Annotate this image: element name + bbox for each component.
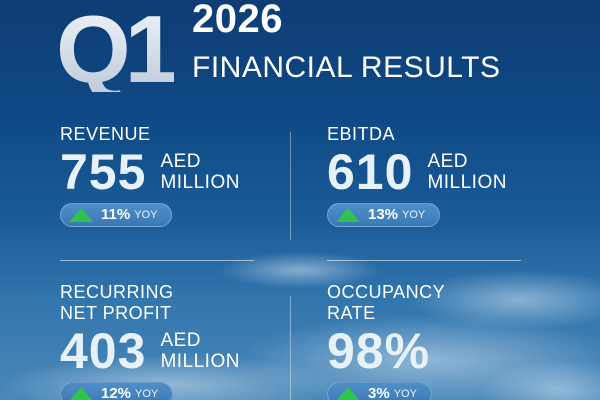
change-percent: 12%	[101, 385, 132, 400]
divider	[327, 260, 521, 261]
metric-recurring-net-profit: RECURRING NET PROFIT 403 AED MILLION 12%…	[60, 282, 240, 400]
up-arrow-icon	[336, 387, 360, 400]
change-suffix: YOY	[135, 388, 159, 400]
up-arrow-icon	[69, 387, 93, 400]
metric-value: 610	[327, 144, 414, 200]
metric-occupancy-rate: OCCUPANCY RATE 98% 3% YOY	[327, 282, 445, 400]
metric-unit: AED MILLION	[160, 151, 240, 193]
divider	[60, 260, 254, 261]
change-percent: 3%	[368, 385, 390, 400]
logo-text: Q1	[56, 2, 174, 92]
up-arrow-icon	[336, 208, 360, 222]
metric-value: 98%	[327, 323, 431, 379]
metric-value: 403	[60, 323, 147, 379]
metric-label: REVENUE	[60, 124, 151, 144]
metric-unit: AED MILLION	[427, 151, 507, 193]
yoy-change-badge: 3% YOY	[327, 382, 432, 400]
change-suffix: YOY	[134, 209, 158, 221]
metric-ebitda: EBITDA 610 AED MILLION 13% YOY	[327, 124, 507, 227]
report-subtitle: FINANCIAL RESULTS	[192, 51, 501, 84]
report-year: 2026	[192, 0, 283, 41]
q1-logo: Q1	[56, 2, 174, 92]
metric-label: RECURRING NET PROFIT	[60, 282, 174, 323]
change-suffix: YOY	[402, 209, 426, 221]
metric-revenue: REVENUE 755 AED MILLION 11% YOY	[60, 124, 240, 227]
change-suffix: YOY	[393, 388, 417, 400]
up-arrow-icon	[69, 208, 93, 222]
yoy-change-badge: 13% YOY	[327, 203, 441, 227]
metric-label: OCCUPANCY RATE	[327, 282, 446, 323]
change-percent: 13%	[368, 206, 399, 223]
metric-value: 755	[60, 144, 147, 200]
metric-label: EBITDA	[327, 124, 396, 144]
change-percent: 11%	[101, 206, 131, 223]
divider	[290, 296, 291, 400]
divider	[290, 132, 291, 240]
yoy-change-badge: 11% YOY	[60, 203, 173, 227]
metric-unit: AED MILLION	[160, 330, 240, 372]
yoy-change-badge: 12% YOY	[60, 382, 174, 400]
